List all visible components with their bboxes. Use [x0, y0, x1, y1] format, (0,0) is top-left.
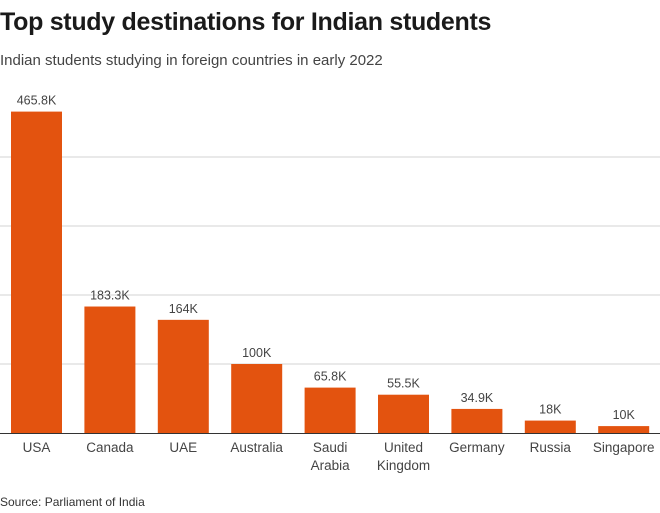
chart-title: Top study destinations for Indian studen… — [0, 8, 492, 36]
value-label: 164K — [169, 302, 199, 316]
value-label: 465.8K — [17, 94, 57, 108]
chart-subtitle: Indian students studying in foreign coun… — [0, 52, 383, 69]
bar-united-kingdom — [378, 394, 429, 433]
value-label: 65.8K — [314, 370, 347, 384]
value-label: 183.3K — [90, 289, 130, 303]
category-label: Russia — [530, 440, 572, 455]
source-note: Source: Parliament of India — [0, 495, 145, 509]
bar-usa — [11, 111, 62, 434]
bar-canada — [84, 306, 136, 433]
category-label: Saudi Arabia — [311, 440, 351, 473]
bar-germany — [451, 408, 503, 433]
bar-australia — [231, 364, 283, 433]
category-label: United Kingdom — [377, 440, 430, 473]
bar-russia — [524, 420, 576, 433]
bar-singapore — [598, 426, 650, 433]
bar-uae — [157, 319, 209, 433]
category-label: USA — [23, 440, 51, 455]
category-label: Singapore — [593, 440, 655, 455]
category-label: UAE — [169, 440, 197, 455]
value-label: 55.5K — [387, 377, 420, 391]
value-label: 34.9K — [461, 391, 494, 405]
value-label: 100K — [242, 346, 272, 360]
category-label: Canada — [86, 440, 134, 455]
value-label: 18K — [539, 403, 562, 417]
value-label: 10K — [613, 408, 636, 422]
category-label: Germany — [449, 440, 505, 455]
bar-saudi-arabia — [304, 387, 356, 433]
category-label: Australia — [230, 440, 283, 455]
